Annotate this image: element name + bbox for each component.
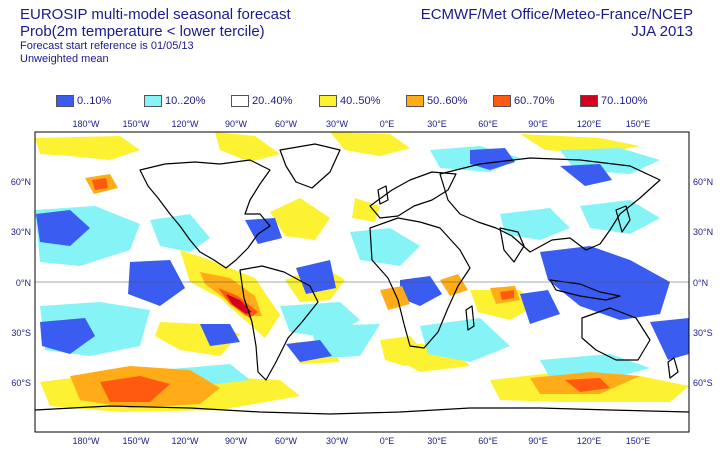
lon-tick-label: 90°E bbox=[528, 119, 548, 129]
lon-tick-label: 120°W bbox=[171, 436, 199, 446]
lon-tick-label: 30°E bbox=[427, 119, 447, 129]
legend-label: 10..20% bbox=[165, 95, 206, 107]
map-variable: Prob(2m temperature < lower tercile) bbox=[20, 23, 265, 40]
lon-tick-label: 30°W bbox=[326, 119, 349, 129]
lon-tick-label: 90°W bbox=[225, 119, 248, 129]
legend-item: 50..60% bbox=[406, 94, 467, 108]
legend-label: 20..40% bbox=[252, 95, 293, 107]
lon-tick-label: 90°E bbox=[528, 436, 548, 446]
legend-swatch bbox=[406, 95, 424, 107]
legend-swatch bbox=[493, 95, 511, 107]
right-lat-ticks: 60°N 30°N 0°N 30°S 60°S bbox=[693, 177, 713, 388]
lon-tick-label: 60°W bbox=[275, 119, 298, 129]
legend-label: 0..10% bbox=[77, 95, 112, 107]
map-frame bbox=[34, 131, 690, 433]
legend-label: 60..70% bbox=[514, 95, 555, 107]
lon-tick-label: 60°W bbox=[275, 436, 298, 446]
title-right-block: ECMWF/Met Office/Meteo-France/NCEP JJA 2… bbox=[421, 6, 693, 40]
title-block: EUROSIP multi-model seasonal forecast Pr… bbox=[20, 6, 291, 66]
legend-item: 60..70% bbox=[493, 94, 554, 108]
coastlines bbox=[35, 143, 689, 415]
bottom-lon-ticks: 180°W 150°W 120°W 90°W 60°W 30°W 0°E 30°… bbox=[72, 436, 650, 446]
lon-tick-label: 150°W bbox=[122, 119, 150, 129]
lon-tick-label: 30°W bbox=[326, 436, 349, 446]
legend-swatch bbox=[231, 95, 249, 107]
probability-map: 180°W 150°W 120°W 90°W 60°W 30°W 0°E 30°… bbox=[11, 119, 713, 446]
lat-tick-label: 30°N bbox=[11, 227, 31, 237]
prob-70-100-regions bbox=[226, 294, 252, 314]
lon-tick-label: 60°E bbox=[478, 119, 498, 129]
season-label: JJA 2013 bbox=[631, 23, 693, 40]
lon-tick-label: 150°E bbox=[626, 119, 651, 129]
legend-swatch bbox=[319, 95, 337, 107]
legend-label: 70..100% bbox=[601, 95, 648, 107]
lon-tick-label: 120°E bbox=[577, 119, 602, 129]
top-lon-ticks: 180°W 150°W 120°W 90°W 60°W 30°W 0°E 30°… bbox=[72, 119, 650, 129]
map-title: EUROSIP multi-model seasonal forecast bbox=[20, 6, 291, 23]
lon-tick-label: 180°W bbox=[72, 436, 100, 446]
lon-tick-label: 120°W bbox=[171, 119, 199, 129]
legend-item: 0..10% bbox=[56, 94, 111, 108]
forecast-start-note: Forecast start reference is 01/05/13 bbox=[20, 40, 194, 52]
legend-label: 40..50% bbox=[340, 95, 381, 107]
lon-tick-label: 30°E bbox=[427, 436, 447, 446]
lat-tick-label: 30°N bbox=[693, 227, 713, 237]
legend-item: 20..40% bbox=[231, 94, 292, 108]
lon-tick-label: 60°E bbox=[478, 436, 498, 446]
lat-tick-label: 60°N bbox=[11, 177, 31, 187]
left-lat-ticks: 60°N 30°N 0°N 30°S 60°S bbox=[11, 177, 31, 388]
prob-0-10-regions bbox=[36, 148, 689, 362]
legend-item: 40..50% bbox=[319, 94, 380, 108]
legend-label: 50..60% bbox=[427, 95, 468, 107]
lat-tick-label: 60°N bbox=[693, 177, 713, 187]
legend-swatch bbox=[580, 95, 598, 107]
lon-tick-label: 120°E bbox=[577, 436, 602, 446]
legend-item: 10..20% bbox=[144, 94, 205, 108]
lat-tick-label: 30°S bbox=[693, 328, 713, 338]
weighting-note: Unweighted mean bbox=[20, 53, 109, 65]
lat-tick-label: 0°N bbox=[693, 278, 708, 288]
lon-tick-label: 180°W bbox=[72, 119, 100, 129]
centres-label: ECMWF/Met Office/Meteo-France/NCEP bbox=[420, 6, 693, 23]
lon-tick-label: 150°W bbox=[122, 436, 150, 446]
legend-item: 70..100% bbox=[580, 94, 647, 108]
legend-swatch bbox=[56, 95, 74, 107]
lat-tick-label: 60°S bbox=[11, 378, 31, 388]
legend-swatch bbox=[144, 95, 162, 107]
lat-tick-label: 30°S bbox=[11, 328, 31, 338]
lon-tick-label: 0°E bbox=[380, 436, 395, 446]
lon-tick-label: 150°E bbox=[626, 436, 651, 446]
lon-tick-label: 90°W bbox=[225, 436, 248, 446]
lat-tick-label: 60°S bbox=[693, 378, 713, 388]
lat-tick-label: 0°N bbox=[16, 278, 31, 288]
lon-tick-label: 0°E bbox=[380, 119, 395, 129]
